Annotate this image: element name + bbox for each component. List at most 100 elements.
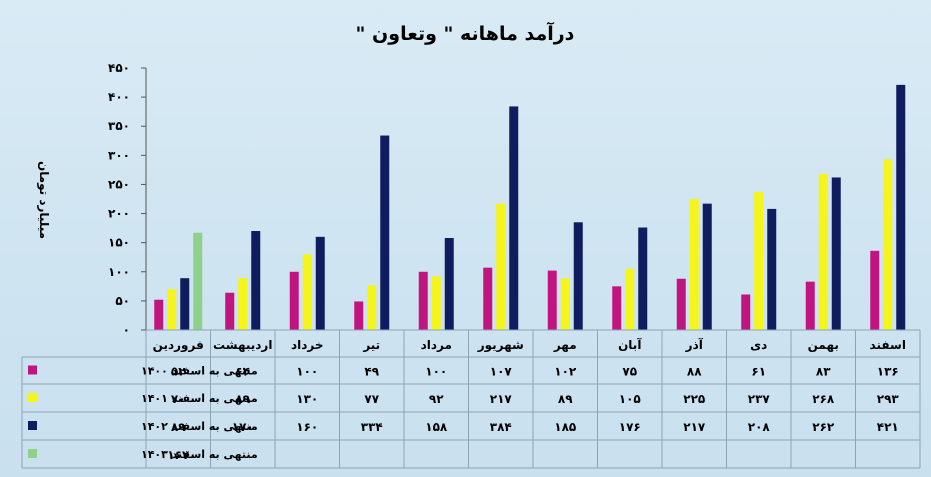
- bar-3-11: [831, 177, 841, 330]
- data-label: ۲۶۸: [812, 392, 835, 406]
- legend-swatch-1: [28, 365, 37, 375]
- bar-3-3: [315, 236, 325, 330]
- y-tick-label: ۴۵۰: [108, 61, 130, 75]
- data-label: ۴۹: [364, 365, 379, 379]
- bar-2-6: [496, 203, 506, 330]
- bar-3-4: [380, 135, 390, 330]
- data-label: ۸۹: [171, 420, 186, 434]
- legend-swatch-4: [28, 449, 37, 458]
- data-label: ۱۰۰: [425, 365, 447, 379]
- category-label: خرداد: [291, 338, 324, 352]
- data-label: ۲۲۵: [683, 392, 705, 406]
- data-label: ۳۸۴: [490, 420, 512, 434]
- y-tick-label: ۱۰۰: [108, 265, 130, 279]
- bar-2-10: [754, 192, 764, 330]
- y-tick-label: ۳۵۰: [108, 119, 130, 133]
- category-label: تیر: [362, 338, 380, 352]
- bar-3-2: [251, 231, 261, 330]
- data-label: ۷۷: [364, 392, 379, 406]
- bar-3-12: [896, 84, 906, 330]
- legend-label-2: منتهی به اسفند ۱۴۰۱: [141, 392, 258, 405]
- bar-3-6: [509, 106, 519, 330]
- data-label: ۲۶۲: [812, 420, 835, 434]
- data-label: ۱۶۰: [296, 420, 318, 434]
- bar-3-8: [638, 227, 648, 330]
- y-tick-label: ۱۵۰: [108, 236, 130, 250]
- category-label: مرداد: [421, 338, 452, 352]
- bar-3-5: [444, 238, 454, 330]
- category-label: آذر: [685, 337, 704, 352]
- bar-1-3: [289, 271, 299, 330]
- data-label: ۱۶۷: [167, 448, 190, 462]
- data-label: ۵۲: [171, 365, 186, 379]
- y-axis-label: میلیارد تومان: [36, 161, 51, 239]
- data-label: ۴۲۱: [877, 420, 899, 434]
- category-label: آبان: [618, 337, 642, 352]
- y-tick-label: ۴۰۰: [108, 90, 130, 104]
- bar-2-4: [367, 285, 377, 330]
- category-label: شهریور: [477, 338, 524, 353]
- data-label: ۸۳: [816, 365, 831, 379]
- data-label: ۸۹: [558, 392, 573, 406]
- bar-4-1: [193, 232, 203, 330]
- chart-title: درآمد ماهانه " وتعاون ": [356, 21, 575, 45]
- data-label: ۷۰: [171, 392, 186, 406]
- data-label: ۳۳۴: [361, 420, 383, 434]
- category-label: فروردین: [153, 338, 204, 353]
- data-label: ۱۷۰: [232, 420, 254, 434]
- bar-1-5: [418, 271, 428, 330]
- data-label: ۱۰۰: [296, 365, 318, 379]
- bar-2-12: [883, 159, 893, 330]
- bar-1-10: [741, 294, 751, 330]
- bar-1-8: [612, 286, 622, 330]
- bar-2-1: [167, 289, 177, 330]
- bar-1-9: [676, 278, 686, 330]
- bar-1-11: [805, 281, 815, 330]
- bar-3-9: [702, 203, 712, 330]
- data-label: ۶۴: [235, 365, 250, 379]
- category-label: اسفند: [870, 338, 906, 352]
- bar-1-2: [225, 292, 235, 330]
- y-tick-label: ۳۰۰: [108, 148, 130, 162]
- y-tick-label: ۵۰: [115, 294, 130, 308]
- bar-1-6: [483, 267, 493, 330]
- bar-2-7: [560, 278, 570, 330]
- data-label: ۲۰۸: [748, 420, 771, 434]
- data-label: ۱۰۲: [554, 365, 577, 379]
- data-label: ۱۸۵: [554, 420, 576, 434]
- data-label: ۲۱۷: [490, 392, 513, 406]
- data-label: ۲۳۷: [748, 392, 771, 406]
- legend-swatch-3: [28, 421, 37, 430]
- bar-3-7: [573, 222, 583, 330]
- data-label: ۱۰۵: [619, 392, 641, 406]
- bar-2-3: [302, 254, 312, 330]
- data-label: ۱۵۸: [425, 420, 448, 434]
- data-label: ۶۱: [751, 365, 766, 379]
- data-label: ۱۳۶: [877, 365, 899, 379]
- bar-2-2: [238, 278, 248, 330]
- y-tick-label: ۲۵۰: [108, 177, 130, 191]
- bar-2-11: [818, 173, 828, 330]
- bar-3-10: [767, 208, 777, 330]
- data-label: ۷۵: [622, 365, 637, 379]
- y-tick-label: ۰: [123, 323, 130, 337]
- bar-1-7: [547, 270, 557, 330]
- category-label: مهر: [553, 338, 577, 352]
- data-label: ۱۳۰: [296, 392, 318, 406]
- legend-label-1: منتهی به اسفند ۱۴۰۰: [141, 365, 258, 378]
- data-label: ۲۹۳: [877, 392, 900, 406]
- bar-2-8: [625, 268, 635, 330]
- bar-1-4: [354, 301, 364, 330]
- legend-swatch-2: [28, 393, 37, 402]
- bar-1-12: [870, 250, 880, 330]
- data-label: ۸۸: [687, 365, 702, 379]
- y-tick-label: ۲۰۰: [108, 207, 130, 221]
- data-label: ۲۱۷: [683, 420, 706, 434]
- bar-1-1: [154, 299, 164, 330]
- bar-3-1: [180, 278, 190, 330]
- data-label: ۱۷۶: [619, 420, 641, 434]
- data-label: ۸۹: [235, 392, 250, 406]
- category-label: اردیبهشت: [213, 338, 272, 352]
